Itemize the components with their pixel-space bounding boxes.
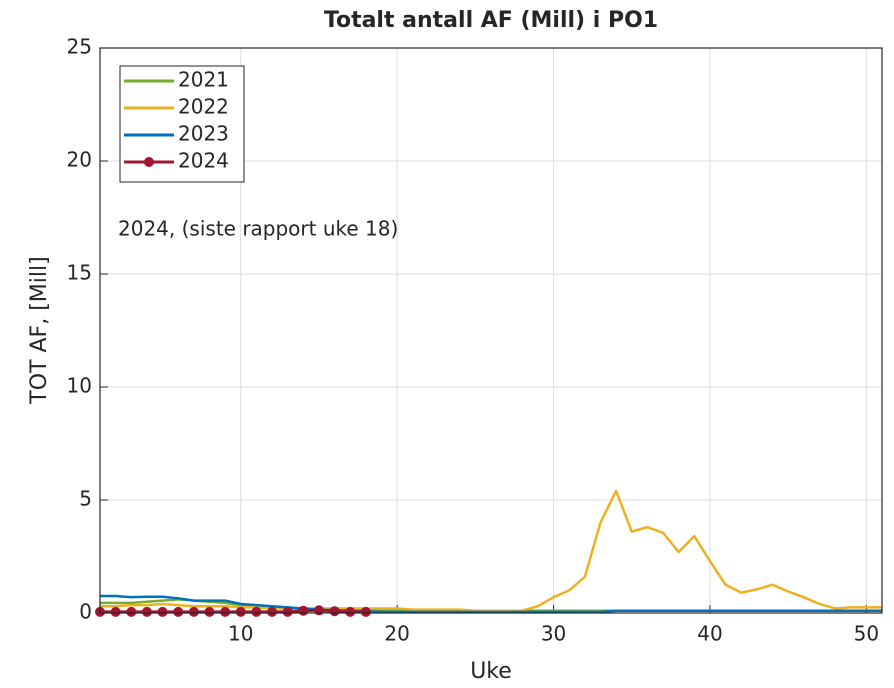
- y-axis-label: TOT AF, [Mill]: [27, 256, 52, 404]
- y-tick-label: 25: [67, 35, 92, 59]
- point: [251, 606, 262, 617]
- point: [173, 606, 184, 617]
- series-line: [100, 489, 882, 612]
- x-tick-label: 20: [384, 622, 409, 646]
- point: [313, 605, 324, 616]
- series-line: [100, 608, 366, 614]
- x-tick-label: 50: [854, 622, 879, 646]
- point: [126, 606, 137, 617]
- legend-marker: [144, 157, 154, 167]
- point: [345, 606, 356, 617]
- point: [235, 606, 246, 617]
- point: [157, 606, 168, 617]
- point: [220, 606, 231, 617]
- annotation: 2024, (siste rapport uke 18): [118, 217, 398, 241]
- legend-label: 2021: [178, 68, 229, 92]
- point: [188, 606, 199, 617]
- legend-label: 2024: [178, 149, 229, 173]
- point: [282, 606, 293, 617]
- point: [110, 606, 121, 617]
- point: [204, 606, 215, 617]
- point: [360, 606, 371, 617]
- point: [298, 605, 309, 616]
- y-tick-label: 0: [79, 600, 92, 624]
- plot-frame: [99, 47, 883, 614]
- y-tick-label: 5: [79, 487, 92, 511]
- legend-box: [119, 65, 245, 183]
- point: [329, 606, 340, 617]
- y-tick-label: 20: [67, 148, 92, 172]
- series-line: [100, 594, 882, 614]
- legend-label: 2022: [178, 95, 229, 119]
- x-tick-label: 40: [697, 622, 722, 646]
- chart-title: Totalt antall AF (Mill) i PO1: [324, 8, 658, 33]
- y-tick-label: 10: [67, 374, 92, 398]
- point: [267, 606, 278, 617]
- point: [141, 606, 152, 617]
- legend-label: 2023: [178, 122, 229, 146]
- y-tick-label: 15: [67, 261, 92, 285]
- x-tick-label: 30: [541, 622, 566, 646]
- x-axis-label: Uke: [470, 659, 512, 684]
- x-tick-label: 10: [228, 622, 253, 646]
